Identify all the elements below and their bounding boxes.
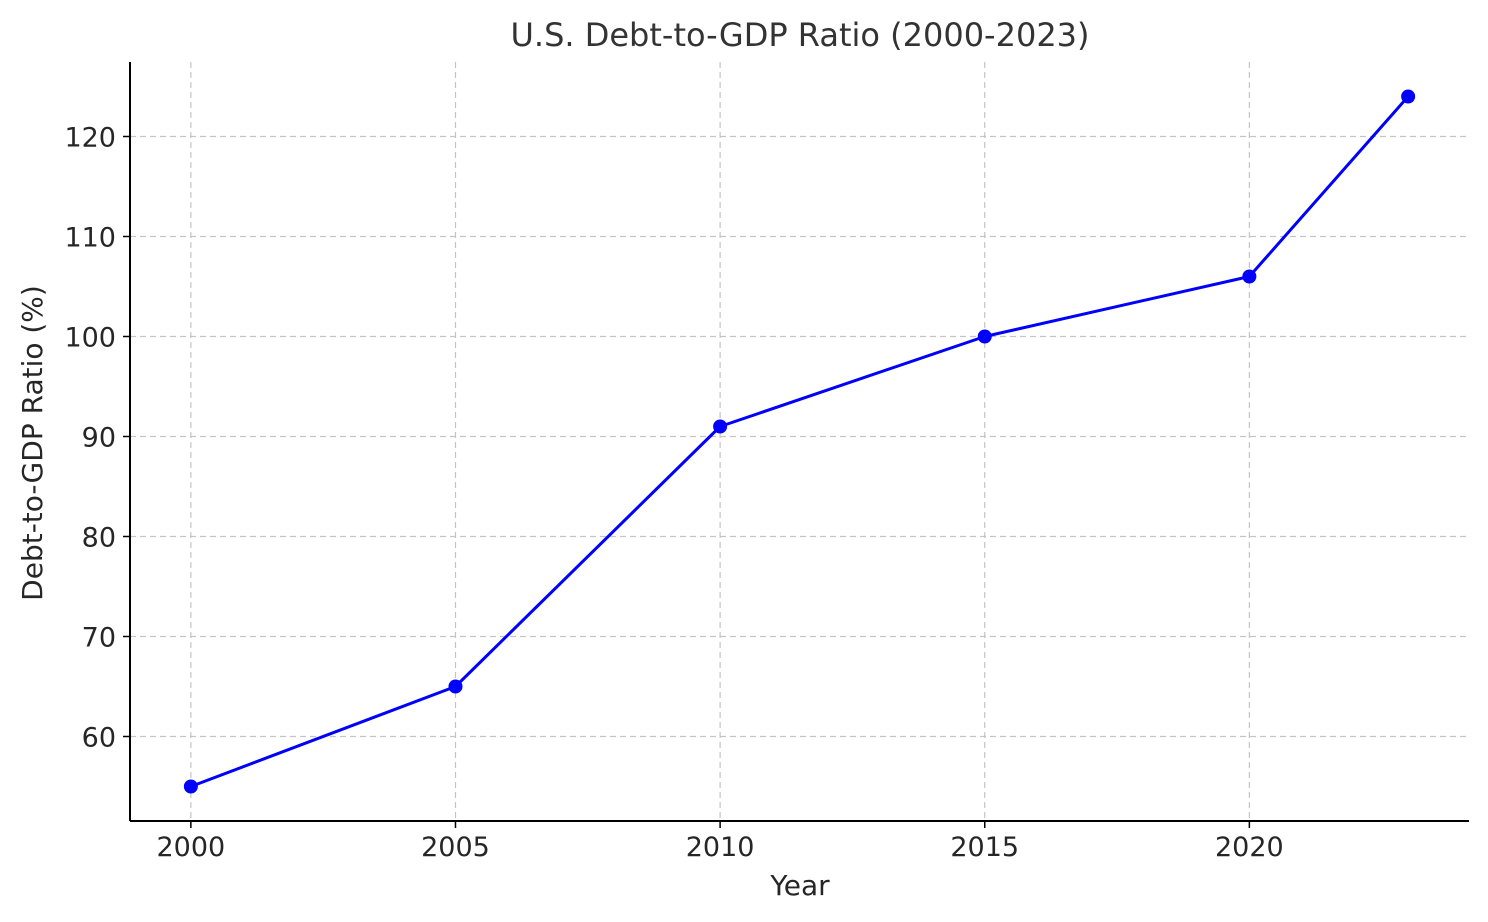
chart-title: U.S. Debt-to-GDP Ratio (2000-2023)	[510, 16, 1089, 54]
data-point-2000	[183, 779, 198, 794]
data-point-2023	[1401, 89, 1416, 104]
data-point-2005	[448, 679, 463, 694]
data-point-2015	[977, 329, 992, 344]
data-point-2020	[1242, 269, 1257, 284]
x-tick-label: 2005	[421, 832, 490, 863]
tick-labels: 2000 2005 2010 2015 2020 60 70 80 90 100 110 120	[64, 123, 1283, 864]
x-tick-label: 2000	[157, 832, 226, 863]
grid-lines	[130, 62, 1469, 821]
series-line	[189, 95, 1410, 788]
y-tick-label: 60	[82, 723, 116, 754]
y-tick-label: 70	[82, 623, 116, 654]
y-axis-label: Debt-to-GDP Ratio (%)	[16, 285, 49, 601]
x-tick-label: 2015	[950, 832, 1019, 863]
data-point-2010	[713, 419, 728, 434]
y-tick-label: 100	[64, 323, 116, 354]
x-tick-label: 2010	[686, 832, 755, 863]
series-layer	[183, 89, 1416, 794]
y-tick-label: 90	[82, 423, 116, 454]
y-tick-label: 80	[82, 523, 116, 554]
x-tick-label: 2020	[1215, 832, 1284, 863]
x-axis-label: Year	[769, 869, 830, 902]
y-tick-label: 120	[64, 123, 116, 154]
y-tick-label: 110	[64, 223, 116, 254]
axes	[123, 62, 1469, 828]
